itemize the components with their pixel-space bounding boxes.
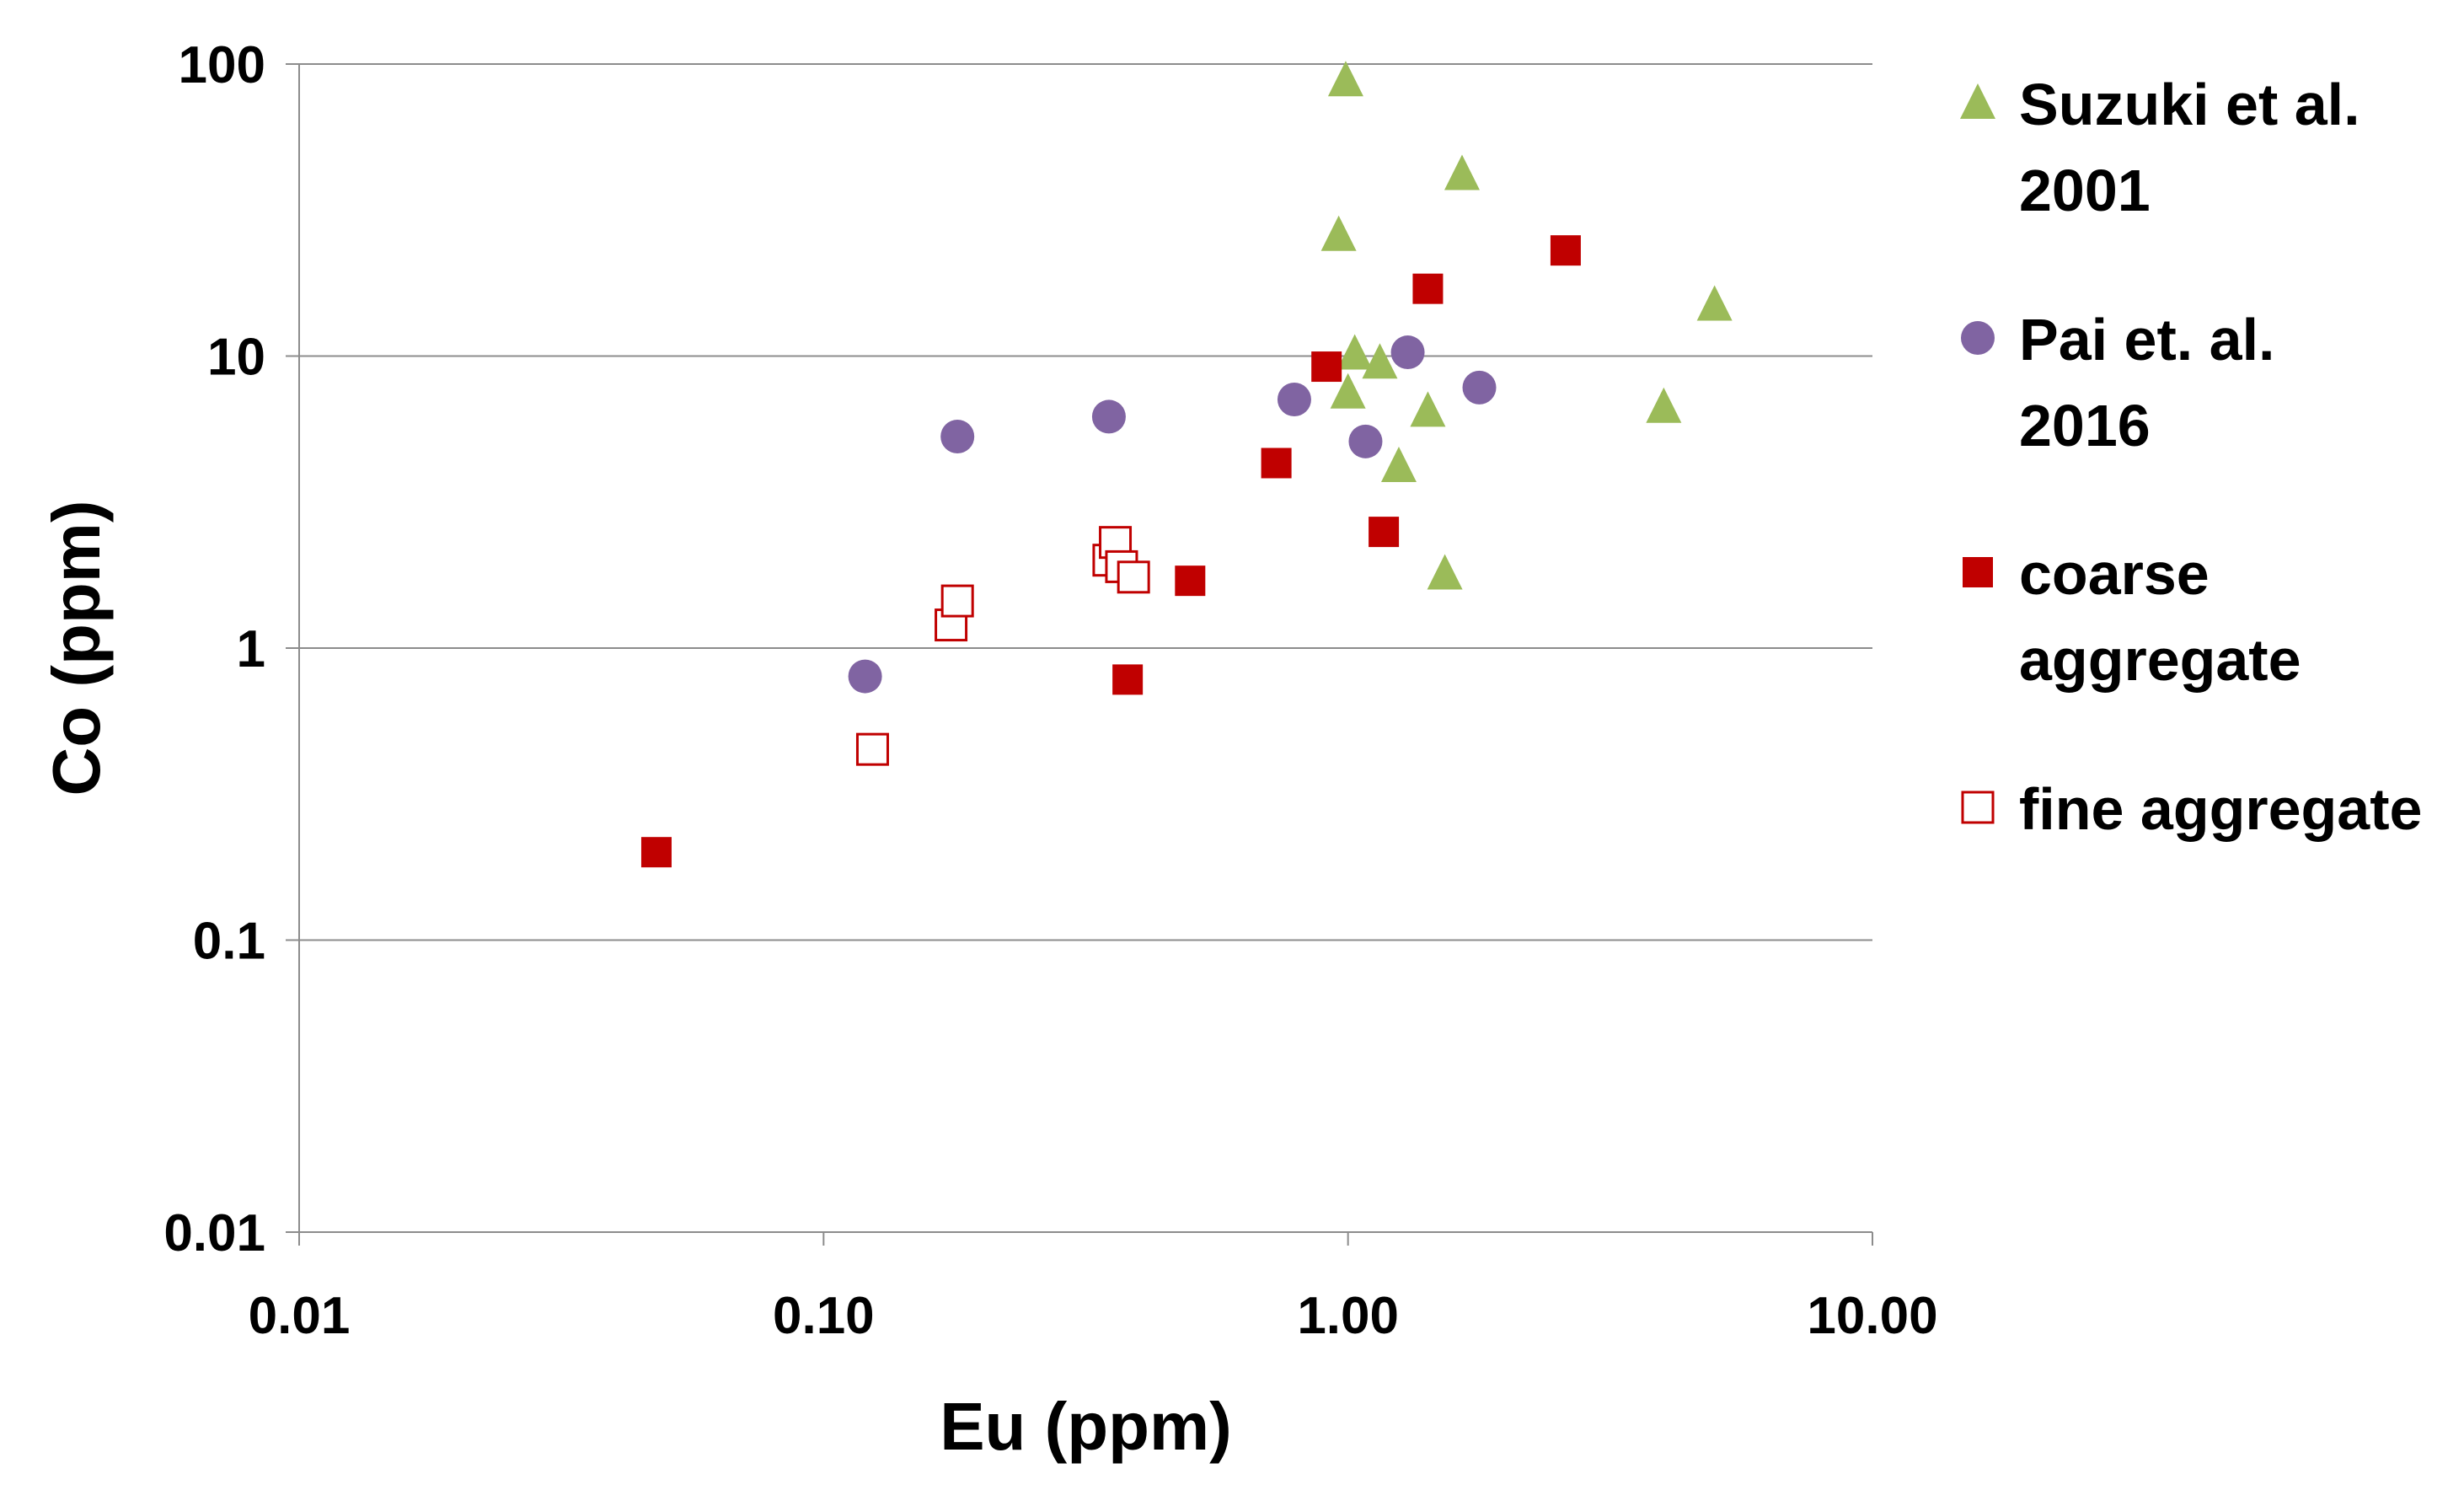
data-points [640,61,1733,868]
y-axis-title: Co (ppm) [39,500,114,796]
data-point-square-open [940,584,974,618]
legend-label: coarse [2019,541,2210,607]
legend-label: 2001 [2019,158,2151,223]
y-tick-label: 0.1 [193,913,265,971]
data-point-triangle [1320,215,1357,251]
data-point-square-filled [640,837,672,868]
legend-label: Suzuki et al. [2019,72,2360,137]
legend-label: fine aggregate [2019,776,2422,842]
data-point-square-open [1117,560,1150,594]
data-point-circle [1348,424,1383,458]
data-point-circle [1390,335,1425,370]
legend-marker-triangle [1960,83,1995,119]
data-point-triangle [1427,554,1463,590]
data-point-triangle [1696,285,1733,321]
x-tick-label: 0.01 [249,1287,351,1345]
x-tick-label: 0.10 [773,1287,875,1345]
y-tick-label: 0.01 [163,1204,265,1262]
axes [286,63,1873,1246]
legend-label: Pai et. al. [2019,307,2274,372]
data-point-circle [1277,383,1311,417]
data-point-square-filled [1412,273,1444,304]
data-point-square-filled [1261,448,1292,479]
grid-lines [299,63,1872,941]
data-point-triangle [1327,61,1363,97]
data-point-circle [940,420,975,454]
data-point-square-filled [1369,517,1400,548]
data-point-circle [848,659,882,694]
legend: Suzuki et al. 2001 Pai et. al. 2016 coarse ag… [1960,72,2422,842]
data-point-triangle [1410,391,1446,427]
y-tick-label: 1 [237,620,265,678]
x-tick-label: 10.00 [1807,1287,1937,1345]
y-tick-label: 100 [179,36,265,94]
data-point-triangle [1444,154,1481,190]
legend-marker-square-open [1961,791,1995,824]
tick-labels: 0.01 0.1 1 10 100 0.01 0.10 1.00 10.00 [163,36,1937,1345]
legend-marker-circle [1961,321,1995,355]
data-point-triangle [1330,372,1366,409]
data-point-triangle [1362,343,1398,379]
x-axis-title: Eu (ppm) [940,1389,1232,1464]
legend-label: aggregate [2019,627,2301,693]
data-point-triangle [1646,387,1682,423]
data-point-square-filled [1550,235,1581,266]
data-point-square-filled [1175,565,1206,597]
legend-label: 2016 [2019,393,2151,458]
y-tick-label: 10 [207,329,265,387]
data-point-triangle [1336,334,1373,370]
data-point-square-filled [1112,664,1144,695]
legend-marker-square-filled [1963,557,1993,587]
data-point-square-filled [1311,351,1342,383]
data-point-triangle [1380,447,1417,483]
x-tick-label: 1.00 [1297,1287,1399,1345]
data-point-circle [1462,370,1497,405]
data-point-square-open [855,732,889,766]
data-point-circle [1091,399,1126,434]
